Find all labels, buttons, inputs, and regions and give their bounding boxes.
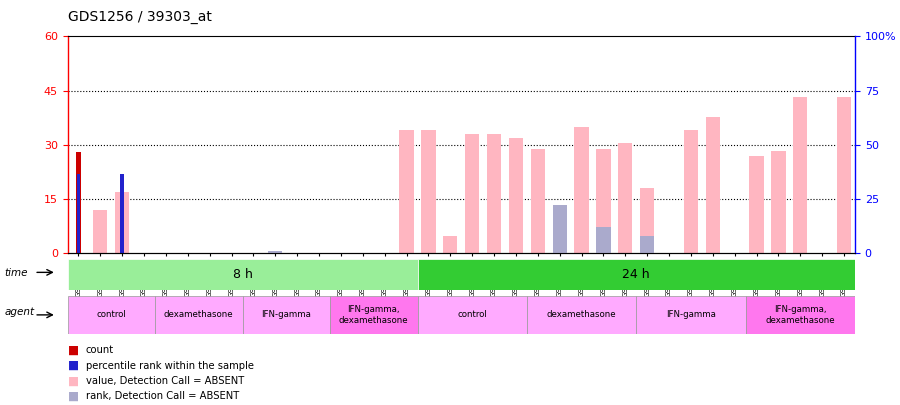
Bar — [640, 236, 654, 253]
Bar — [553, 205, 567, 253]
Bar — [574, 128, 589, 253]
Bar — [508, 138, 523, 253]
Bar — [242, 296, 330, 334]
Text: ■: ■ — [68, 390, 78, 403]
Text: dexamethasone: dexamethasone — [547, 310, 616, 320]
Text: 24 h: 24 h — [623, 268, 650, 281]
Text: GDS1256 / 39303_at: GDS1256 / 39303_at — [68, 10, 211, 24]
Text: value, Detection Call = ABSENT: value, Detection Call = ABSENT — [86, 376, 244, 386]
Bar — [837, 97, 851, 253]
Bar — [597, 149, 610, 253]
Text: control: control — [96, 310, 126, 320]
Bar — [793, 97, 807, 253]
Bar — [400, 130, 414, 253]
Bar — [68, 259, 418, 290]
Bar — [68, 296, 155, 334]
Text: time: time — [4, 269, 28, 278]
Bar — [121, 174, 124, 253]
Bar — [94, 210, 107, 253]
Bar — [421, 130, 436, 253]
Text: IFN-gamma: IFN-gamma — [666, 310, 716, 320]
Bar — [465, 134, 480, 253]
Text: IFN-gamma: IFN-gamma — [261, 310, 311, 320]
Bar — [155, 296, 242, 334]
Bar — [526, 296, 636, 334]
Text: IFN-gamma,
dexamethasone: IFN-gamma, dexamethasone — [766, 305, 835, 324]
Bar — [76, 174, 80, 253]
Text: IFN-gamma,
dexamethasone: IFN-gamma, dexamethasone — [339, 305, 409, 324]
Text: percentile rank within the sample: percentile rank within the sample — [86, 361, 254, 371]
Bar — [618, 143, 633, 253]
Text: 8 h: 8 h — [232, 268, 252, 281]
Text: ■: ■ — [68, 375, 78, 388]
Bar — [750, 156, 764, 253]
Text: dexamethasone: dexamethasone — [164, 310, 234, 320]
Bar — [640, 188, 654, 253]
Bar — [115, 192, 130, 253]
Bar — [487, 134, 501, 253]
Text: agent: agent — [4, 307, 34, 317]
Bar — [76, 152, 81, 253]
Text: ■: ■ — [68, 344, 78, 357]
Bar — [268, 251, 283, 253]
Bar — [531, 149, 544, 253]
Text: rank, Detection Call = ABSENT: rank, Detection Call = ABSENT — [86, 392, 238, 401]
Bar — [684, 130, 698, 253]
Bar — [553, 227, 567, 253]
Bar — [330, 296, 418, 334]
Bar — [706, 117, 720, 253]
Bar — [771, 151, 786, 253]
Bar — [745, 296, 855, 334]
Bar — [597, 227, 610, 253]
Text: control: control — [457, 310, 487, 320]
Bar — [636, 296, 745, 334]
Bar — [418, 296, 526, 334]
Text: ■: ■ — [68, 359, 78, 372]
Bar — [443, 236, 457, 253]
Text: count: count — [86, 345, 113, 355]
Bar — [418, 259, 855, 290]
